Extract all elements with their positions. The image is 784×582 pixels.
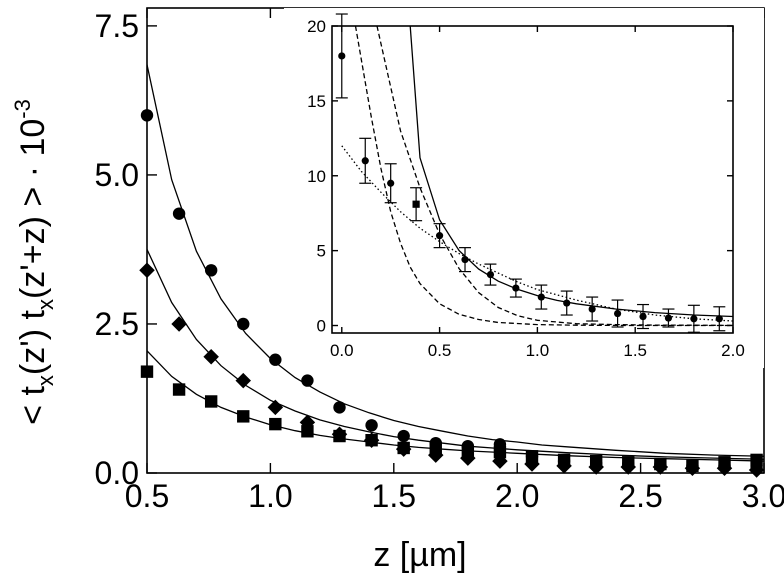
x-tick-label: 1.0 [526,341,550,360]
square-point [589,454,603,468]
y-tick-label: 10 [307,167,326,186]
circle-point [486,270,495,279]
y-tick-label: 20 [307,17,326,36]
square-point [397,441,410,455]
main-plot: 0.5 1.0 1.5 2.0 2.5 3.0 0.0 2.5 5.0 7.5 [95,7,784,514]
inset-fit-curves [341,26,733,327]
circle-point [537,293,545,301]
circle-point [204,264,218,277]
diamond-point [235,372,252,389]
x-tick-label: 0.0 [330,341,354,360]
circle-point [690,315,698,323]
x-tick-label: 2.5 [618,478,662,514]
x-tick-label: 1.5 [372,478,416,514]
x-tick-label: 1.0 [248,478,292,514]
circle-point [639,312,647,321]
x-tick-label: 2.0 [721,341,745,360]
y-axis-label: < tx(z') tx(z'+z) > · 10-3 [10,99,58,425]
diamond-point [203,349,219,365]
fit-curve-solid [409,26,733,318]
main-fit-curves [147,64,764,462]
y-tick-label: 7.5 [95,8,139,44]
circle-point [333,401,346,414]
y-tick-label: 2.5 [95,306,139,342]
circle-point [664,314,673,322]
square-point [718,456,731,469]
circle-point [269,353,282,366]
circle-point [613,309,622,318]
square-point [461,445,475,459]
x-tick-label: 0.5 [428,341,452,360]
square-point [204,395,218,408]
inset-background [284,8,764,368]
y-tick-label: 0 [317,317,326,336]
square-point [525,450,539,463]
square-point [412,200,420,208]
inset-plot-frame [331,25,734,334]
circle-point [435,232,444,240]
circle-point [301,374,314,387]
square-point [237,410,250,423]
square-point [172,383,186,396]
square-point [301,425,314,438]
square-point [429,441,442,455]
main-data-markers [139,109,765,478]
square-point [140,365,154,378]
circle-point [387,179,395,187]
circle-point [140,109,154,122]
diamond-point [748,462,765,478]
fit-curve-solid [147,249,764,460]
square-point [622,456,635,469]
x-tick-label: 0.5 [125,478,169,514]
square-point [269,417,282,431]
square-point [654,457,667,471]
inset-plot: 0.0 0.5 1.0 1.5 2.0 0 5 10 15 20 [284,8,764,368]
x-tick-label: 3.0 [742,478,784,514]
circle-point [715,315,723,323]
circle-point [512,284,520,292]
circle-point [237,317,250,331]
circle-point [365,419,378,432]
square-point [686,459,699,473]
square-point [365,434,378,447]
square-point [750,453,763,467]
circle-point [338,52,346,60]
inset-x-axis: 0.0 0.5 1.0 1.5 2.0 [330,26,745,360]
fit-curve-solid [147,350,764,462]
circle-point [361,157,369,165]
y-axis-label-group: < tx(z') tx(z'+z) > · 10-3 [10,99,58,425]
y-tick-label: 5.0 [95,157,139,193]
fit-curve-solid [147,64,764,457]
diamond-point [171,316,187,332]
y-tick-label: 15 [307,92,326,111]
x-axis-label: z [µm] [373,536,466,574]
square-point [557,453,571,467]
diamond-point [139,262,155,279]
main-y-axis: 0.0 2.5 5.0 7.5 [95,8,764,491]
y-tick-label: 5 [317,242,326,261]
diamond-point [267,399,284,416]
circle-point [397,429,410,443]
x-tick-label: 1.5 [623,341,647,360]
circle-point [563,299,571,307]
x-tick-label: 2.0 [495,478,539,514]
inset-y-axis: 0 5 10 15 20 [307,17,733,336]
circle-point [172,207,186,220]
circle-point [588,305,596,313]
y-tick-label: 0.0 [95,455,139,491]
square-point [493,445,507,459]
circle-point [461,256,469,264]
inset-data-markers [335,13,726,333]
square-point [333,429,346,443]
